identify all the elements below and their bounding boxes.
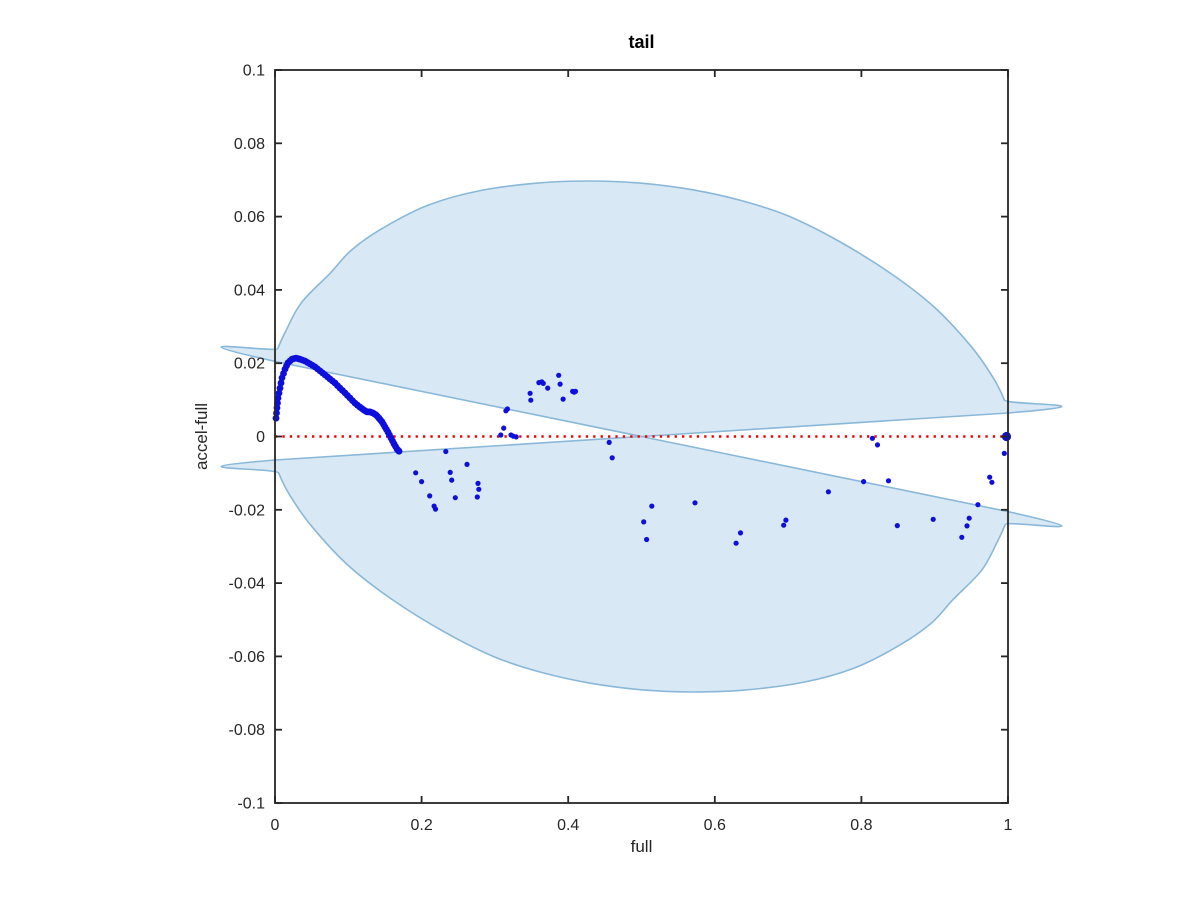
data-point xyxy=(964,523,970,529)
data-point xyxy=(885,478,892,484)
data-point xyxy=(527,390,533,396)
x-tick-label: 1 xyxy=(1004,817,1013,834)
axis-ticks xyxy=(274,69,1009,804)
data-point xyxy=(861,479,867,485)
data-point xyxy=(476,486,482,492)
chart-title: tail xyxy=(628,32,654,52)
data-point xyxy=(395,447,403,455)
data-point xyxy=(825,489,832,495)
data-point xyxy=(276,384,284,392)
scatter-markers xyxy=(272,354,1012,546)
data-point xyxy=(447,469,453,475)
y-tick-label: -0.06 xyxy=(229,649,266,666)
data-point xyxy=(606,439,612,445)
data-point xyxy=(966,515,972,521)
data-point xyxy=(989,479,995,485)
data-point xyxy=(641,519,647,525)
data-point xyxy=(894,523,900,529)
data-point xyxy=(560,396,566,402)
x-tick-label: 0.4 xyxy=(557,817,579,834)
data-point xyxy=(733,540,739,546)
data-point xyxy=(475,480,481,486)
data-point xyxy=(609,455,615,461)
data-point xyxy=(975,502,981,508)
data-point xyxy=(1001,450,1007,456)
data-point xyxy=(692,500,698,506)
data-point xyxy=(959,534,965,540)
y-tick-label: 0 xyxy=(256,429,265,446)
x-tick-label: 0 xyxy=(271,817,280,834)
y-tick-label: 0.06 xyxy=(234,209,265,226)
y-tick-label: -0.04 xyxy=(229,576,266,593)
data-point xyxy=(504,406,510,412)
data-point xyxy=(987,474,993,480)
data-point xyxy=(781,522,787,528)
y-tick-labels: 0.1 0.08 0.06 0.04 0.02 0 -0.02 -0.04 -0.06 -0.08… xyxy=(229,63,266,813)
data-point xyxy=(452,495,458,501)
data-point xyxy=(419,479,425,485)
data-point xyxy=(930,516,936,522)
data-point xyxy=(474,494,480,500)
data-point xyxy=(557,381,563,387)
data-point xyxy=(498,432,504,438)
y-tick-label: 0.1 xyxy=(243,63,265,80)
data-point xyxy=(528,397,534,403)
data-point xyxy=(432,506,439,512)
data-point xyxy=(644,536,650,543)
data-point xyxy=(572,388,579,394)
data-point xyxy=(869,435,876,441)
x-tick-labels: 0 0.2 0.4 0.6 0.8 1 xyxy=(271,817,1013,834)
x-tick-label: 0.6 xyxy=(704,817,726,834)
data-point xyxy=(413,470,419,476)
data-point xyxy=(874,442,881,448)
y-tick-label: 0.02 xyxy=(234,356,265,373)
data-point xyxy=(783,517,789,523)
data-point xyxy=(501,425,507,431)
data-point xyxy=(443,448,449,455)
x-axis-label: full xyxy=(631,837,653,856)
data-point xyxy=(556,372,562,378)
x-tick-label: 0.8 xyxy=(850,817,872,834)
y-tick-label: -0.08 xyxy=(229,722,266,739)
data-point xyxy=(427,493,433,499)
y-axis-label: accel-full xyxy=(192,403,211,470)
data-point xyxy=(464,461,470,467)
data-point xyxy=(737,530,744,536)
data-point xyxy=(513,434,519,440)
y-tick-label: 0.08 xyxy=(234,136,265,153)
data-point xyxy=(449,477,455,483)
data-point xyxy=(277,379,285,387)
y-tick-label: 0.04 xyxy=(234,282,265,299)
data-point xyxy=(545,385,551,391)
data-point xyxy=(540,380,546,386)
y-tick-label: -0.1 xyxy=(237,796,265,813)
x-tick-label: 0.2 xyxy=(410,817,432,834)
y-tick-label: -0.02 xyxy=(229,502,266,519)
data-point xyxy=(649,503,655,509)
